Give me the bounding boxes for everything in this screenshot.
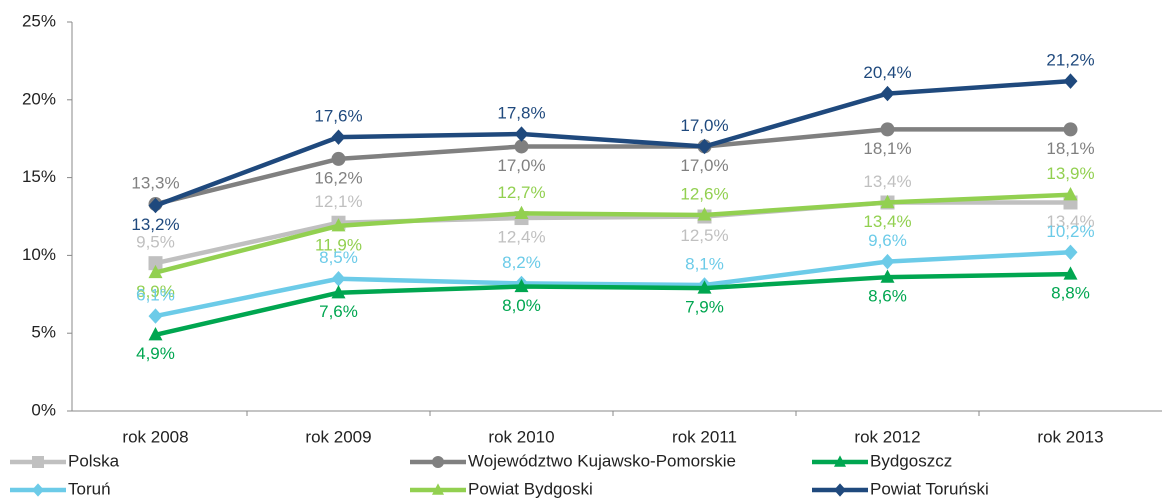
marker xyxy=(148,197,163,214)
marker xyxy=(331,129,346,145)
legend-marker xyxy=(432,483,444,495)
legend-label: Bydgoszcz xyxy=(870,451,952,470)
data-label: 17,0% xyxy=(497,156,545,175)
data-label: 8,5% xyxy=(319,248,358,267)
y-tick-label: 25% xyxy=(22,11,56,30)
data-label: 13,9% xyxy=(1046,164,1094,183)
x-tick-label: rok 2011 xyxy=(672,427,737,446)
data-label: 21,2% xyxy=(1046,51,1094,70)
legend-label: Powiat Toruński xyxy=(870,479,989,498)
marker xyxy=(697,138,712,155)
line xyxy=(155,200,1071,266)
marker xyxy=(514,205,529,219)
data-label: 8,0% xyxy=(502,296,541,315)
legend-marker xyxy=(432,456,444,468)
data-label: 12,5% xyxy=(680,226,728,245)
marker xyxy=(880,85,895,102)
data-label: 12,1% xyxy=(314,192,362,211)
marker xyxy=(331,218,346,232)
marker xyxy=(148,264,163,279)
marker xyxy=(1063,122,1078,137)
data-label: 7,9% xyxy=(685,298,724,317)
legend-label: Polska xyxy=(68,451,120,470)
marker xyxy=(514,278,529,293)
data-label: 13,4% xyxy=(863,212,911,231)
x-tick-label: rok 2013 xyxy=(1037,427,1103,446)
data-label: 8,6% xyxy=(868,287,907,306)
data-label: 8,1% xyxy=(685,254,724,273)
data-label: 18,1% xyxy=(1046,139,1094,158)
marker xyxy=(331,151,346,166)
y-tick-label: 20% xyxy=(22,89,56,108)
marker xyxy=(1063,73,1078,89)
data-label: 20,4% xyxy=(863,63,911,82)
data-label: 17,6% xyxy=(314,107,362,126)
marker xyxy=(1063,187,1078,201)
marker xyxy=(148,308,163,324)
marker xyxy=(697,280,712,294)
x-tick-label: rok 2008 xyxy=(122,427,188,446)
data-label: 11,9% xyxy=(315,235,362,254)
data-label: 13,4% xyxy=(863,172,911,191)
data-label: 18,1% xyxy=(863,139,911,158)
marker xyxy=(880,253,895,270)
line xyxy=(154,192,1071,275)
y-tick-label: 0% xyxy=(31,400,56,419)
data-label: 10,2% xyxy=(1046,222,1094,241)
data-label: 7,6% xyxy=(319,302,358,321)
marker xyxy=(880,194,895,209)
marker xyxy=(331,285,346,299)
legend-marker xyxy=(834,483,846,497)
data-label: 17,0% xyxy=(680,116,728,135)
marker xyxy=(880,269,895,283)
marker xyxy=(148,256,163,271)
legend-label: Toruń xyxy=(68,479,111,498)
data-label: 12,6% xyxy=(680,184,728,203)
marker xyxy=(148,327,163,341)
data-label: 13,4% xyxy=(1046,212,1094,231)
marker xyxy=(1063,244,1078,260)
y-tick-label: 15% xyxy=(22,167,56,186)
marker xyxy=(1063,266,1078,280)
data-label: 17,0% xyxy=(680,156,728,175)
legend-marker xyxy=(834,455,846,467)
data-label: 9,6% xyxy=(868,231,907,250)
line xyxy=(155,250,1071,319)
x-tick-label: rok 2009 xyxy=(305,427,371,446)
data-label: 16,2% xyxy=(314,168,362,187)
data-label: 8,2% xyxy=(502,253,541,272)
y-tick-label: 5% xyxy=(31,323,56,342)
data-label: 13,3% xyxy=(131,174,179,193)
marker xyxy=(331,271,346,287)
x-tick-label: rok 2012 xyxy=(854,427,920,446)
legend-marker xyxy=(32,456,44,468)
line xyxy=(154,127,1071,207)
data-label: 12,4% xyxy=(497,228,545,247)
marker xyxy=(880,122,895,137)
y-tick-label: 10% xyxy=(22,245,56,264)
marker xyxy=(514,126,529,142)
line xyxy=(154,271,1071,337)
legend-marker xyxy=(32,483,44,497)
data-label: 4,9% xyxy=(136,344,175,363)
data-label: 9,5% xyxy=(136,233,175,252)
legend-label: Powiat Bydgoski xyxy=(468,479,593,498)
data-label: 6,1% xyxy=(136,286,175,305)
data-label: 8,9% xyxy=(136,282,175,301)
x-tick-label: rok 2010 xyxy=(488,427,554,446)
data-label: 17,8% xyxy=(497,104,545,123)
legend-label: Województwo Kujawsko-Pomorskie xyxy=(468,451,736,470)
data-label: 12,7% xyxy=(497,183,545,202)
data-label: 8,8% xyxy=(1051,284,1090,303)
line xyxy=(154,78,1071,208)
data-label: 13,2% xyxy=(131,215,179,234)
marker xyxy=(697,207,712,221)
marker xyxy=(514,139,529,154)
